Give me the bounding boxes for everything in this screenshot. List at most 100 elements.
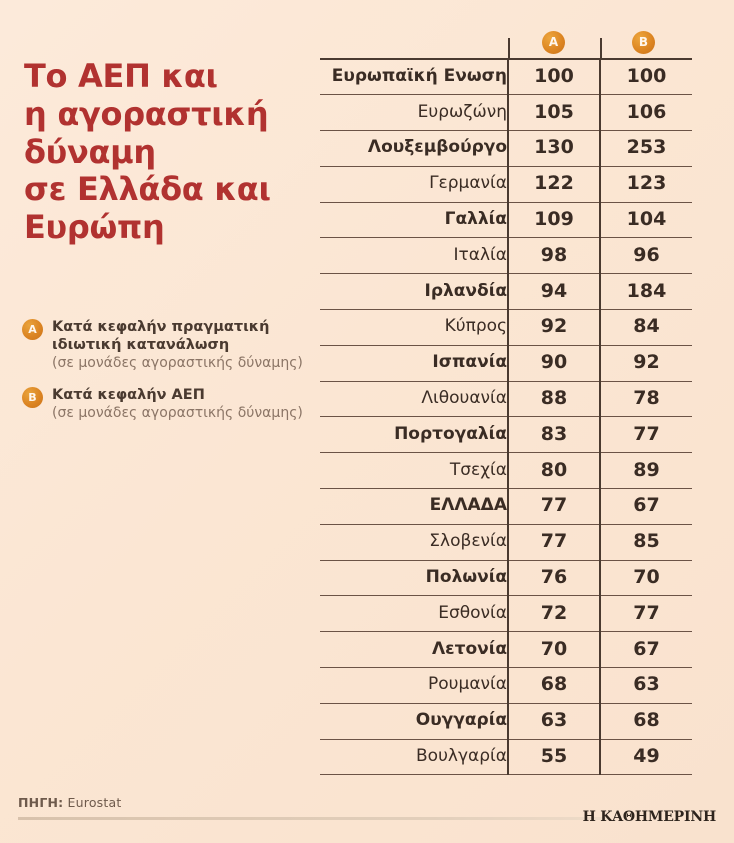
country-name-cell: Ευρωπαϊκή Ενωση [320, 58, 508, 95]
country-name-cell: Κύπρος [320, 309, 508, 346]
headline-line-5: Ευρώπη [24, 208, 165, 246]
country-name-cell: ΕΛΛΑΔΑ [320, 488, 508, 525]
table-row: Γαλλία 109 104 [320, 201, 692, 238]
value-b-cell: 253 [599, 130, 692, 167]
value-b-cell: 84 [599, 309, 692, 346]
country-name-cell: Ισπανία [320, 344, 508, 382]
country-name-cell: Γερμανία [320, 165, 508, 203]
value-a-cell: 92 [507, 309, 600, 346]
table-row: Ευρωζώνη 105 106 [320, 94, 692, 131]
legend-item-b: B Κατά κεφαλήν ΑΕΠ (σε μονάδες αγοραστικ… [22, 386, 314, 422]
value-b-cell: 106 [599, 94, 692, 131]
table-row: Ιρλανδία 94 184 [320, 273, 692, 310]
country-name-cell: Πολωνία [320, 559, 508, 596]
value-a-cell: 77 [507, 523, 600, 561]
value-b-cell: 77 [599, 416, 692, 453]
table-row: Ευρωπαϊκή Ενωση 100 100 [320, 58, 692, 95]
country-name-cell: Ιταλία [320, 237, 508, 274]
table-column-headers: A B [320, 26, 692, 60]
value-a-cell: 83 [507, 416, 600, 453]
gdp-purchasing-power-table: Ευρωπαϊκή Ενωση 100 100 Ευρωζώνη 105 106 Λουξε… [320, 58, 692, 776]
country-name-cell: Λουξεμβούργο [320, 130, 508, 167]
value-a-cell: 77 [507, 488, 600, 525]
value-b-cell: 78 [599, 380, 692, 417]
column-header-badge-b-icon: B [632, 31, 655, 54]
value-b-cell: 123 [599, 165, 692, 203]
value-b-cell: 49 [599, 738, 692, 776]
value-b-cell: 70 [599, 559, 692, 596]
source-label: ΠΗΓΗ: [18, 795, 64, 810]
value-b-cell: 67 [599, 488, 692, 525]
country-name-cell: Γαλλία [320, 201, 508, 238]
source-note: ΠΗΓΗ: Eurostat [18, 795, 121, 810]
footer-divider [18, 817, 610, 820]
value-a-cell: 63 [507, 702, 600, 740]
country-name-cell: Βουλγαρία [320, 738, 508, 776]
column-divider-1 [508, 38, 510, 60]
headline-line-4: σε Ελλάδα και [24, 170, 271, 209]
value-a-cell: 100 [507, 58, 600, 95]
value-a-cell: 72 [507, 595, 600, 632]
value-b-cell: 100 [599, 58, 692, 95]
value-b-cell: 104 [599, 201, 692, 238]
legend-title-a: Κατά κεφαλήν πραγματική ιδιωτική κατανάλ… [52, 319, 270, 354]
table-row: Ρουμανία 68 63 [320, 667, 692, 704]
table-row: Πορτογαλία 83 77 [320, 416, 692, 453]
publisher-brand: Η ΚΑΘΗΜΕΡΙΝΗ [582, 809, 717, 825]
table-row: Λιθουανία 88 78 [320, 380, 692, 417]
column-header-badge-a-icon: A [542, 31, 565, 54]
value-a-cell: 70 [507, 631, 600, 668]
column-divider-2 [600, 38, 602, 60]
table-row: Λετονία 70 67 [320, 631, 692, 668]
table-row: Εσθονία 72 77 [320, 595, 692, 632]
legend-sub-b: (σε μονάδες αγοραστικής δύναμης) [52, 405, 303, 422]
table-row: Λουξεμβούργο 130 253 [320, 130, 692, 167]
table-row: Σλοβενία 77 85 [320, 523, 692, 561]
value-b-cell: 92 [599, 344, 692, 382]
legend-sub-a: (σε μονάδες αγοραστικής δύναμης) [52, 355, 303, 372]
legend: A Κατά κεφαλήν πραγματική ιδιωτική καταν… [22, 318, 314, 437]
country-name-cell: Ιρλανδία [320, 273, 508, 310]
table-row: ΕΛΛΑΔΑ 77 67 [320, 488, 692, 525]
country-name-cell: Ουγγαρία [320, 702, 508, 740]
value-b-cell: 85 [599, 523, 692, 561]
value-a-cell: 109 [507, 201, 600, 238]
value-a-cell: 80 [507, 452, 600, 489]
page-title: Το ΑΕΠ και η αγοραστική δύναμη σε Ελλάδα… [24, 57, 314, 247]
value-b-cell: 68 [599, 702, 692, 740]
table-row: Κύπρος 92 84 [320, 309, 692, 346]
country-name-cell: Λιθουανία [320, 380, 508, 417]
value-b-cell: 63 [599, 667, 692, 704]
country-name-cell: Ρουμανία [320, 667, 508, 704]
value-a-cell: 90 [507, 344, 600, 382]
value-b-cell: 89 [599, 452, 692, 489]
headline-line-3: δύναμη [24, 132, 156, 171]
headline-line-2: η αγοραστική [24, 94, 269, 133]
value-a-cell: 76 [507, 559, 600, 596]
legend-text-a: Κατά κεφαλήν πραγματική ιδιωτική κατανάλ… [52, 318, 314, 372]
value-a-cell: 130 [507, 130, 600, 167]
value-a-cell: 105 [507, 94, 600, 131]
legend-title-b: Κατά κεφαλήν ΑΕΠ [52, 387, 205, 404]
footer: ΠΗΓΗ: Eurostat Η ΚΑΘΗΜΕΡΙΝΗ [18, 795, 716, 825]
legend-badge-a-icon: A [22, 319, 43, 340]
table-row: Ιταλία 98 96 [320, 237, 692, 274]
legend-text-b: Κατά κεφαλήν ΑΕΠ (σε μονάδες αγοραστικής… [52, 386, 314, 422]
value-a-cell: 98 [507, 237, 600, 274]
country-name-cell: Λετονία [320, 631, 508, 668]
value-a-cell: 94 [507, 273, 600, 310]
value-b-cell: 96 [599, 237, 692, 274]
legend-badge-b-icon: B [22, 387, 43, 409]
legend-item-a: A Κατά κεφαλήν πραγματική ιδιωτική καταν… [22, 318, 314, 372]
value-a-cell: 68 [507, 667, 600, 704]
table-body: Ευρωπαϊκή Ενωση 100 100 Ευρωζώνη 105 106 Λουξε… [320, 58, 692, 776]
headline-line-1: Το ΑΕΠ και [24, 57, 218, 95]
country-name-cell: Πορτογαλία [320, 416, 508, 453]
data-table-wrapper: A B Ευρωπαϊκή Ενωση 100 100 Ευρωζώνη 105 106 Λ… [320, 26, 692, 776]
table-row: Ουγγαρία 63 68 [320, 702, 692, 740]
table-row: Πολωνία 76 70 [320, 559, 692, 596]
country-name-cell: Ευρωζώνη [320, 94, 508, 131]
value-a-cell: 88 [507, 380, 600, 417]
value-a-cell: 122 [507, 165, 600, 203]
